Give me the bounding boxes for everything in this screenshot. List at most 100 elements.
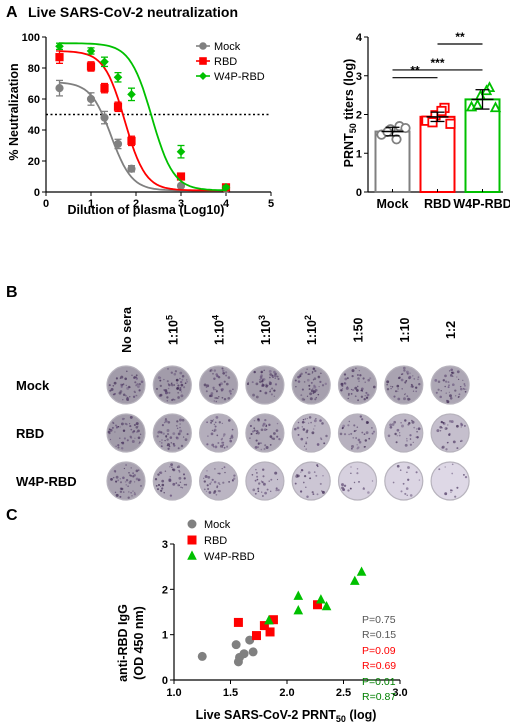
plaque-spot bbox=[254, 446, 258, 449]
plaque-spot bbox=[159, 384, 162, 388]
plaque-spot bbox=[223, 446, 226, 449]
plaque-spot bbox=[217, 481, 220, 485]
plaque-spot bbox=[129, 386, 131, 389]
plaque-well bbox=[245, 461, 285, 501]
plaque-spot bbox=[137, 478, 141, 482]
plaque-spot bbox=[416, 428, 418, 430]
plaque-spot bbox=[172, 432, 176, 435]
plaque-well bbox=[291, 413, 331, 453]
plaque-spot bbox=[246, 382, 250, 386]
scatter-point-mock bbox=[239, 649, 249, 659]
plaque-spot bbox=[386, 388, 390, 391]
plaque-spot bbox=[176, 427, 179, 430]
plaque-spot bbox=[303, 381, 306, 383]
plaque-spot bbox=[306, 378, 310, 382]
plaque-spot bbox=[128, 481, 132, 484]
plaque-spot bbox=[231, 479, 234, 481]
plaque-spot bbox=[155, 484, 158, 487]
plaque-spot bbox=[166, 432, 170, 436]
plaque-spot bbox=[319, 380, 322, 383]
bar-category-label: W4P-RBD bbox=[453, 197, 510, 211]
plaque-spot bbox=[131, 440, 135, 443]
x-axis-label: Dilution of plasma (Log10) bbox=[68, 203, 225, 217]
plaque-spot bbox=[126, 396, 130, 400]
dilution-exponent: 3 bbox=[257, 315, 267, 320]
plaque-spot bbox=[351, 448, 353, 450]
plaque-spot bbox=[352, 437, 354, 439]
plaque-spot bbox=[115, 424, 117, 427]
plaque-spot bbox=[413, 378, 416, 380]
plaque-spot bbox=[120, 447, 124, 450]
plaque-spot bbox=[160, 489, 163, 492]
significance-label: ** bbox=[410, 64, 420, 78]
plaque-well bbox=[199, 365, 239, 405]
row-label-rbd: RBD bbox=[16, 426, 44, 441]
scatter-y-tick-label: 1 bbox=[162, 630, 168, 642]
plaque-spot bbox=[134, 437, 136, 439]
plaque-spot bbox=[120, 383, 123, 386]
plaque-spot bbox=[223, 433, 226, 436]
plaque-spot bbox=[406, 440, 408, 442]
plaque-spot bbox=[302, 481, 305, 484]
plaque-spot bbox=[182, 473, 186, 476]
plaque-well bbox=[199, 413, 239, 453]
plaque-spot bbox=[207, 435, 209, 437]
panel-label-b: B bbox=[6, 284, 18, 301]
plaque-spot bbox=[218, 472, 221, 475]
plaque-spot bbox=[364, 381, 366, 383]
plaque-spot bbox=[161, 487, 164, 490]
dilution-exponent: 4 bbox=[211, 315, 221, 320]
plaque-spot bbox=[351, 445, 354, 448]
plaque-spot bbox=[247, 381, 249, 384]
plaque-spot bbox=[350, 472, 352, 474]
plaque-spot bbox=[294, 482, 297, 485]
plaque-spot bbox=[276, 422, 279, 425]
plaque-spot bbox=[456, 486, 459, 489]
legend-marker bbox=[198, 71, 208, 81]
scatter-x-axis-label: Live SARS-CoV-2 PRNT50 (log) bbox=[196, 708, 377, 724]
plaque-spot bbox=[312, 387, 314, 390]
x-tick-label: 1 bbox=[88, 198, 94, 210]
plaque-well bbox=[199, 461, 239, 501]
plaque-spot bbox=[415, 386, 418, 389]
fit-curve-mock bbox=[59, 81, 226, 192]
plaque-spot bbox=[157, 488, 159, 491]
plaque-spot bbox=[313, 471, 316, 473]
plaque-spot bbox=[183, 477, 186, 480]
replicate-point bbox=[445, 118, 456, 129]
plaque-spot bbox=[411, 420, 415, 424]
plaque-spot bbox=[406, 395, 409, 398]
plaque-spot bbox=[320, 372, 322, 374]
plaque-spot bbox=[119, 478, 121, 480]
plaque-spot bbox=[269, 444, 272, 446]
scatter-point-mock bbox=[245, 635, 255, 645]
x-tick-label: 4 bbox=[223, 198, 230, 210]
plaque-spot bbox=[167, 420, 171, 424]
plaque-spot bbox=[109, 389, 112, 392]
plaque-spot bbox=[454, 389, 457, 392]
plaque-spot bbox=[450, 368, 454, 372]
plaque-spot bbox=[261, 481, 264, 484]
plaque-spot bbox=[406, 471, 408, 474]
panel-label-c: C bbox=[6, 507, 18, 524]
data-point-w4p-rbd bbox=[221, 183, 231, 192]
plaque-spot bbox=[270, 393, 273, 396]
plaque-spot bbox=[296, 474, 300, 478]
plaque-spot bbox=[134, 491, 136, 494]
plaque-spot bbox=[218, 396, 220, 398]
plaque-spot bbox=[259, 380, 262, 384]
plaque-spot bbox=[211, 429, 214, 432]
plaque-spot bbox=[215, 493, 218, 496]
plaque-spot bbox=[367, 491, 370, 494]
plaque-spot bbox=[161, 424, 164, 427]
plaque-spot bbox=[214, 468, 216, 470]
plaque-spot bbox=[163, 491, 165, 494]
plaque-spot bbox=[386, 383, 389, 386]
plaque-spot bbox=[364, 439, 368, 442]
plaque-spot bbox=[319, 419, 322, 422]
plaque-spot bbox=[415, 471, 418, 474]
plaque-spot bbox=[129, 425, 132, 428]
plaque-spot bbox=[167, 368, 169, 370]
plaque-spot bbox=[263, 369, 265, 372]
plaque-spot bbox=[206, 484, 209, 487]
